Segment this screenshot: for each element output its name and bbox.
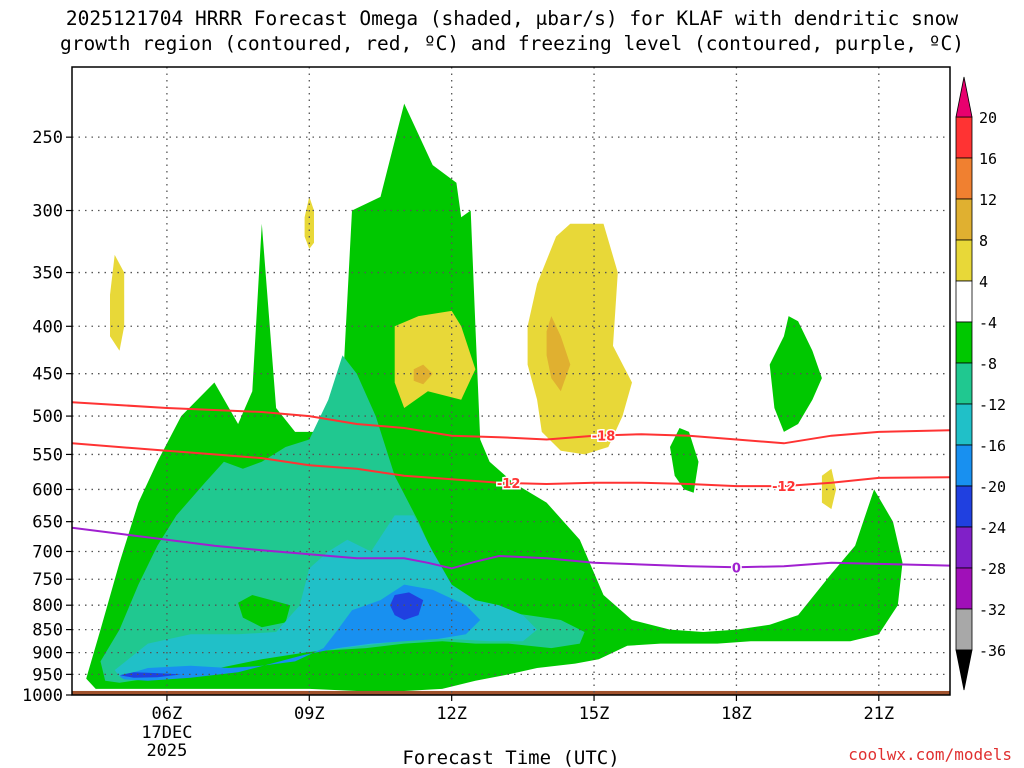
omega-shaded-region-6 bbox=[119, 584, 481, 681]
colorbar-label: -8 bbox=[979, 355, 997, 373]
x-date-label: 17DEC bbox=[141, 723, 192, 743]
x-tick-label: 18Z bbox=[721, 704, 752, 724]
omega-shaded-region-15 bbox=[821, 468, 837, 510]
omega-shaded-region-11 bbox=[394, 310, 476, 408]
plot-area: -18 -12 -12 0 bbox=[72, 67, 950, 695]
contour-label--12: -12 bbox=[772, 480, 796, 495]
omega-shaded-region-7 bbox=[390, 592, 424, 620]
colorbar-swatch bbox=[955, 567, 973, 610]
colorbar-label: 8 bbox=[979, 232, 988, 250]
colorbar-label: 20 bbox=[979, 109, 997, 127]
colorbar-label: -24 bbox=[979, 519, 1006, 537]
colorbar-label: -4 bbox=[979, 314, 997, 332]
chart-title-line2: growth region (contoured, red, ºC) and f… bbox=[60, 32, 964, 55]
colorbar-swatch bbox=[955, 280, 973, 323]
x-axis-label: Forecast Time (UTC) bbox=[402, 747, 619, 768]
x-tick-label: 12Z bbox=[436, 704, 467, 724]
colorbar-label: -16 bbox=[979, 437, 1006, 455]
contour-label--18: -18 bbox=[592, 429, 616, 444]
omega-shaded-region-12 bbox=[527, 223, 632, 455]
colorbar-label: -36 bbox=[979, 642, 1006, 660]
colorbar-swatch bbox=[955, 608, 973, 651]
y-tick-label: 900 bbox=[32, 644, 63, 664]
y-tick-label: 350 bbox=[32, 264, 63, 284]
contour-line--12 bbox=[72, 442, 950, 488]
y-tick-label: 450 bbox=[32, 365, 63, 385]
y-tick-label: 800 bbox=[32, 596, 63, 616]
omega-shaded-region-13 bbox=[546, 316, 571, 392]
colorbar-swatch bbox=[955, 157, 973, 200]
contour-label-0: 0 bbox=[732, 561, 741, 576]
colorbar-swatch bbox=[955, 198, 973, 241]
colorbar-label: -12 bbox=[979, 396, 1006, 414]
omega-shaded-region-9 bbox=[110, 254, 125, 351]
site-credit: coolwx.com/models bbox=[848, 745, 1012, 764]
x-tick-label: 15Z bbox=[579, 704, 610, 724]
colorbar-label: 16 bbox=[979, 150, 997, 168]
colorbar-label: -32 bbox=[979, 601, 1006, 619]
colorbar-swatch bbox=[955, 362, 973, 405]
chart-title: 2025121704 HRRR Forecast Omega (shaded, … bbox=[0, 6, 1024, 56]
colorbar-swatch bbox=[955, 485, 973, 528]
colorbar-swatch bbox=[955, 526, 973, 569]
colorbar-label: -28 bbox=[979, 560, 1006, 578]
omega-shaded-region-14 bbox=[413, 364, 433, 385]
omega-shaded-region-1 bbox=[769, 316, 822, 432]
ground-band bbox=[72, 690, 950, 695]
omega-shaded-region-4 bbox=[238, 595, 291, 628]
colorbar-swatch bbox=[955, 116, 973, 159]
chart-title-line1: 2025121704 HRRR Forecast Omega (shaded, … bbox=[65, 7, 959, 30]
colorbar-bottom-arrow bbox=[955, 649, 973, 691]
y-tick-label: 400 bbox=[32, 317, 63, 337]
y-tick-label: 700 bbox=[32, 542, 63, 562]
y-tick-label: 600 bbox=[32, 480, 63, 500]
colorbar-top-arrow bbox=[955, 76, 973, 118]
y-tick-label: 650 bbox=[32, 513, 63, 533]
y-tick-label: 1000 bbox=[22, 686, 63, 706]
y-tick-label: 750 bbox=[32, 570, 63, 590]
colorbar-label: 4 bbox=[979, 273, 988, 291]
colorbar-swatch bbox=[955, 321, 973, 364]
omega-shaded-region-2 bbox=[670, 428, 699, 493]
contour-line-0 bbox=[72, 526, 950, 570]
x-tick-label: 09Z bbox=[294, 704, 325, 724]
colorbar-swatch bbox=[955, 403, 973, 446]
y-tick-label: 550 bbox=[32, 445, 63, 465]
contour-label--12: -12 bbox=[497, 477, 521, 492]
plot-frame bbox=[71, 66, 951, 696]
colorbar-label: -20 bbox=[979, 478, 1006, 496]
y-tick-label: 500 bbox=[32, 407, 63, 427]
y-tick-label: 250 bbox=[32, 128, 63, 148]
y-tick-label: 950 bbox=[32, 665, 63, 685]
x-tick-label: 06Z bbox=[152, 704, 183, 724]
y-tick-label: 850 bbox=[32, 621, 63, 641]
colorbar-swatch bbox=[955, 444, 973, 487]
colorbar-swatch bbox=[955, 239, 973, 282]
x-tick-label: 21Z bbox=[863, 704, 894, 724]
x-date-label: 2025 bbox=[146, 741, 187, 761]
colorbar-label: 12 bbox=[979, 191, 997, 209]
contour-line--18 bbox=[72, 401, 950, 445]
y-tick-label: 300 bbox=[32, 202, 63, 222]
omega-shaded-region-3 bbox=[100, 355, 585, 683]
